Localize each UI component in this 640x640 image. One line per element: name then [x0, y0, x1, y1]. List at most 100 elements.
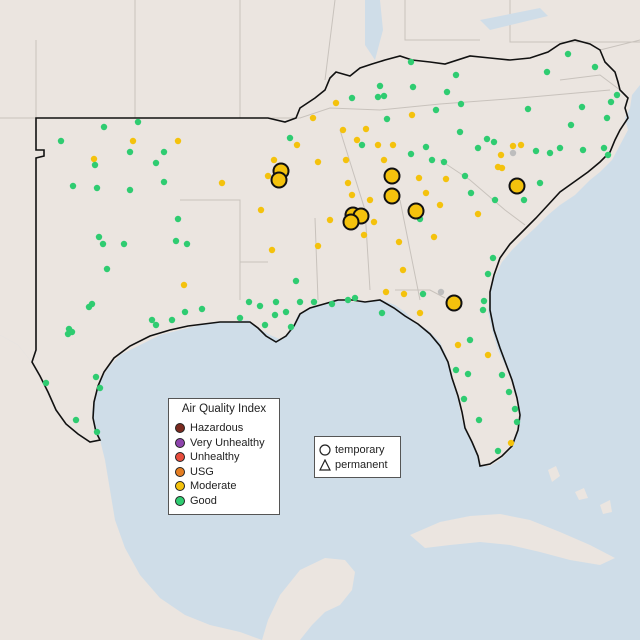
- monitor-site[interactable]: [168, 316, 176, 324]
- monitor-site[interactable]: [600, 144, 608, 152]
- monitor-site[interactable]: [464, 370, 472, 378]
- monitor-site[interactable]: [348, 191, 356, 199]
- monitor-site[interactable]: [344, 179, 352, 187]
- monitor-site[interactable]: [103, 265, 111, 273]
- monitor-site[interactable]: [467, 189, 475, 197]
- monitor-site[interactable]: [174, 215, 182, 223]
- monitor-site[interactable]: [498, 164, 506, 172]
- monitor-site[interactable]: [475, 416, 483, 424]
- monitor-site[interactable]: [479, 306, 487, 314]
- monitor-site[interactable]: [460, 395, 468, 403]
- monitor-site[interactable]: [376, 82, 384, 90]
- monitor-site[interactable]: [567, 121, 575, 129]
- monitor-site[interactable]: [498, 371, 506, 379]
- monitor-site[interactable]: [474, 210, 482, 218]
- monitor-site[interactable]: [374, 93, 382, 101]
- monitor-site[interactable]: [579, 146, 587, 154]
- monitor-site-temporary[interactable]: [383, 187, 401, 205]
- monitor-site[interactable]: [126, 148, 134, 156]
- monitor-site[interactable]: [457, 100, 465, 108]
- monitor-site[interactable]: [532, 147, 540, 155]
- monitor-site[interactable]: [430, 233, 438, 241]
- monitor-site[interactable]: [378, 309, 386, 317]
- monitor-site[interactable]: [148, 316, 156, 324]
- monitor-site[interactable]: [42, 379, 50, 387]
- monitor-site[interactable]: [520, 196, 528, 204]
- monitor-site[interactable]: [474, 144, 482, 152]
- monitor-site[interactable]: [287, 323, 295, 331]
- monitor-site[interactable]: [314, 158, 322, 166]
- monitor-site[interactable]: [309, 114, 317, 122]
- monitor-site[interactable]: [454, 341, 462, 349]
- monitor-site[interactable]: [556, 144, 564, 152]
- monitor-site[interactable]: [461, 172, 469, 180]
- monitor-site[interactable]: [505, 388, 513, 396]
- monitor-site[interactable]: [383, 115, 391, 123]
- monitor-site[interactable]: [591, 63, 599, 71]
- monitor-site[interactable]: [370, 218, 378, 226]
- monitor-site-temporary[interactable]: [270, 171, 288, 189]
- monitor-site[interactable]: [351, 294, 359, 302]
- monitor-site[interactable]: [261, 321, 269, 329]
- monitor-site[interactable]: [517, 141, 525, 149]
- monitor-site[interactable]: [415, 174, 423, 182]
- monitor-site[interactable]: [422, 189, 430, 197]
- monitor-site[interactable]: [91, 161, 99, 169]
- monitor-site[interactable]: [513, 418, 521, 426]
- monitor-site[interactable]: [604, 151, 612, 159]
- monitor-site[interactable]: [489, 254, 497, 262]
- monitor-site[interactable]: [245, 298, 253, 306]
- monitor-site[interactable]: [603, 114, 611, 122]
- monitor-site[interactable]: [399, 266, 407, 274]
- monitor-site[interactable]: [466, 336, 474, 344]
- monitor-site[interactable]: [293, 141, 301, 149]
- monitor-site[interactable]: [428, 156, 436, 164]
- monitor-site[interactable]: [314, 242, 322, 250]
- monitor-site[interactable]: [440, 158, 448, 166]
- monitor-site[interactable]: [120, 240, 128, 248]
- monitor-site[interactable]: [160, 178, 168, 186]
- monitor-site[interactable]: [395, 238, 403, 246]
- monitor-site[interactable]: [358, 141, 366, 149]
- monitor-site[interactable]: [480, 297, 488, 305]
- monitor-site[interactable]: [436, 201, 444, 209]
- monitor-site[interactable]: [57, 137, 65, 145]
- monitor-site[interactable]: [400, 290, 408, 298]
- monitor-site-temporary[interactable]: [445, 294, 463, 312]
- monitor-site[interactable]: [181, 308, 189, 316]
- monitor-site[interactable]: [484, 351, 492, 359]
- monitor-site[interactable]: [443, 88, 451, 96]
- monitor-site-temporary[interactable]: [508, 177, 526, 195]
- monitor-site[interactable]: [353, 136, 361, 144]
- monitor-site[interactable]: [332, 99, 340, 107]
- monitor-site[interactable]: [366, 196, 374, 204]
- monitor-site[interactable]: [408, 111, 416, 119]
- monitor-site[interactable]: [497, 151, 505, 159]
- monitor-site[interactable]: [93, 428, 101, 436]
- monitor-site[interactable]: [292, 277, 300, 285]
- monitor-site[interactable]: [96, 384, 104, 392]
- monitor-site[interactable]: [264, 172, 272, 180]
- monitor-site[interactable]: [389, 141, 397, 149]
- monitor-site[interactable]: [409, 83, 417, 91]
- monitor-site[interactable]: [270, 156, 278, 164]
- monitor-site[interactable]: [174, 137, 182, 145]
- monitor-site[interactable]: [198, 305, 206, 313]
- monitor-site[interactable]: [564, 50, 572, 58]
- monitor-site[interactable]: [100, 123, 108, 131]
- monitor-site[interactable]: [183, 240, 191, 248]
- monitor-site[interactable]: [328, 300, 336, 308]
- monitor-site[interactable]: [348, 94, 356, 102]
- monitor-site[interactable]: [442, 175, 450, 183]
- monitor-site-temporary[interactable]: [342, 213, 360, 231]
- monitor-site[interactable]: [509, 142, 517, 150]
- monitor-site[interactable]: [160, 148, 168, 156]
- monitor-site[interactable]: [152, 159, 160, 167]
- monitor-site[interactable]: [236, 314, 244, 322]
- monitor-site[interactable]: [152, 321, 160, 329]
- monitor-site[interactable]: [419, 290, 427, 298]
- monitor-site[interactable]: [296, 298, 304, 306]
- monitor-site[interactable]: [256, 302, 264, 310]
- monitor-site[interactable]: [382, 288, 390, 296]
- monitor-site[interactable]: [543, 68, 551, 76]
